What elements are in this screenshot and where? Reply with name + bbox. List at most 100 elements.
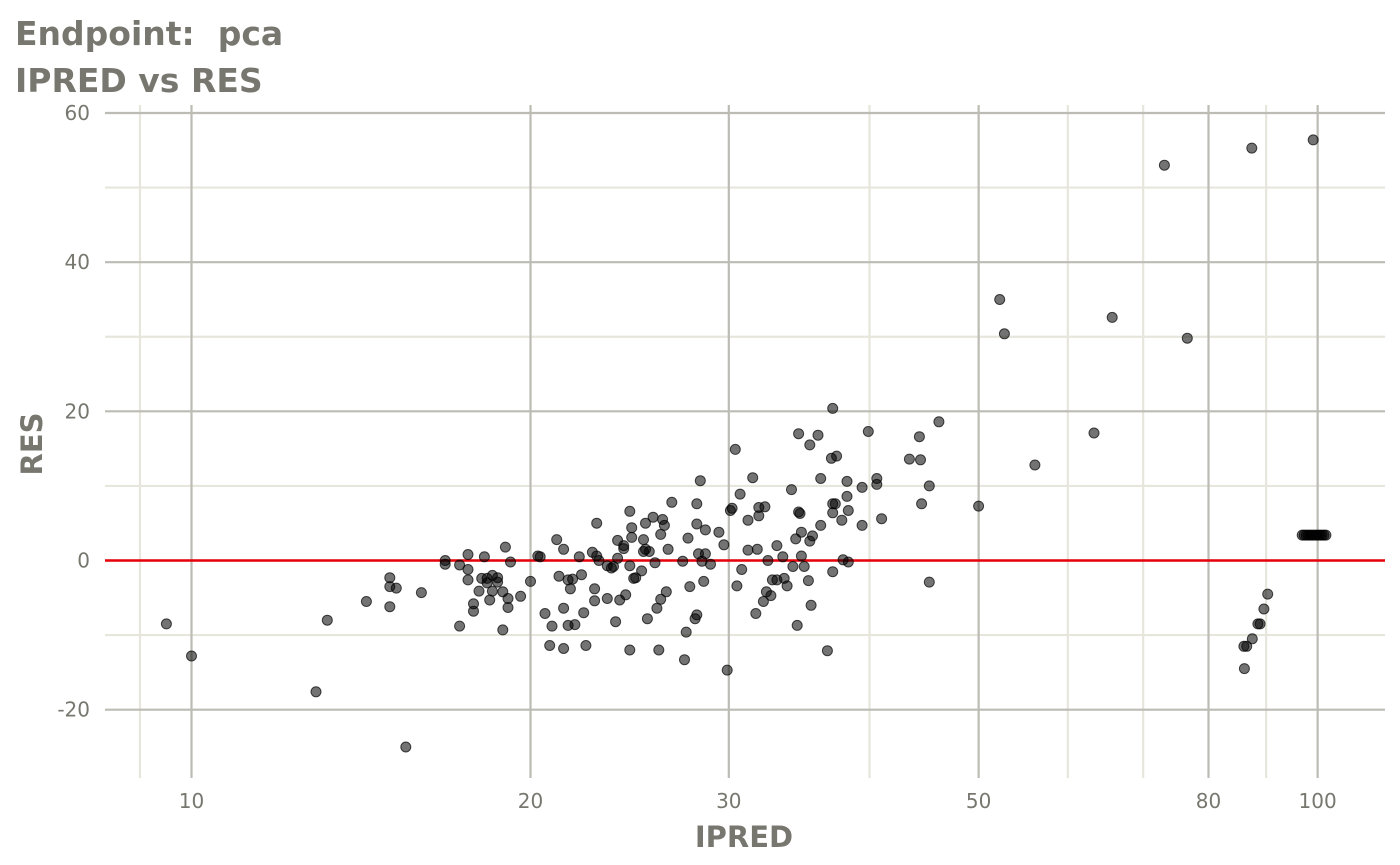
- data-point: [1258, 603, 1270, 615]
- y-tick-label: 20: [65, 399, 90, 423]
- data-point: [649, 557, 661, 569]
- data-point: [643, 546, 655, 557]
- data-point: [578, 607, 590, 619]
- data-point: [473, 585, 485, 597]
- data-point: [655, 593, 667, 605]
- data-point: [759, 501, 771, 513]
- data-point: [757, 596, 769, 607]
- data-point: [558, 602, 570, 614]
- data-point: [915, 454, 926, 466]
- data-point: [750, 608, 762, 619]
- data-point: [765, 590, 777, 602]
- data-point: [805, 599, 817, 611]
- data-point: [913, 431, 925, 443]
- y-tick-label: 0: [77, 549, 90, 573]
- data-point: [454, 559, 466, 571]
- data-point: [415, 587, 427, 599]
- data-point: [624, 560, 636, 572]
- data-point: [502, 602, 514, 613]
- data-point: [310, 686, 322, 698]
- data-point: [836, 514, 848, 526]
- data-point: [558, 643, 570, 654]
- x-tick-label: 20: [518, 789, 543, 813]
- data-point: [591, 517, 603, 529]
- data-point: [478, 551, 490, 563]
- data-point: [1029, 459, 1041, 471]
- data-point: [802, 575, 814, 587]
- x-tick-label: 80: [1196, 789, 1221, 813]
- data-point: [698, 575, 710, 587]
- data-point: [841, 490, 853, 502]
- data-point: [400, 741, 412, 753]
- x-tick-label: 100: [1299, 789, 1337, 813]
- data-point: [734, 488, 746, 500]
- data-point: [933, 416, 945, 428]
- data-point: [515, 590, 527, 602]
- data-point: [618, 540, 630, 552]
- data-point: [360, 596, 372, 607]
- data-point: [576, 569, 587, 581]
- data-point: [699, 548, 711, 560]
- data-point: [787, 561, 799, 572]
- data-point: [713, 526, 725, 538]
- data-point: [321, 614, 333, 626]
- data-point: [1158, 159, 1170, 171]
- data-point: [593, 555, 605, 566]
- data-point: [795, 550, 807, 562]
- y-tick-labels: 60 40 20 0 -20: [57, 101, 90, 722]
- y-tick-label: 60: [65, 101, 90, 125]
- data-point: [384, 601, 396, 613]
- data-point: [612, 552, 624, 564]
- data-point: [699, 524, 711, 536]
- data-point: [747, 472, 759, 484]
- data-point: [691, 498, 703, 510]
- data-point: [691, 609, 703, 621]
- data-point: [793, 428, 805, 440]
- x-tick-label: 10: [179, 789, 204, 813]
- data-point: [682, 532, 694, 544]
- data-point: [718, 539, 730, 551]
- data-point: [624, 644, 636, 656]
- data-point: [721, 664, 733, 676]
- data-point: [841, 475, 853, 487]
- data-point: [1181, 332, 1193, 344]
- data-point: [791, 619, 803, 631]
- data-point: [862, 426, 874, 437]
- data-point: [856, 519, 868, 531]
- data-point: [662, 543, 674, 555]
- data-point: [544, 640, 556, 651]
- data-point: [641, 613, 653, 625]
- data-point: [923, 480, 935, 492]
- data-points: [160, 134, 1332, 753]
- data-point: [558, 543, 570, 555]
- data-point: [916, 498, 928, 510]
- data-point: [726, 502, 738, 514]
- data-point: [742, 544, 754, 556]
- data-point: [567, 573, 579, 585]
- data-point: [481, 577, 493, 589]
- data-point: [842, 556, 854, 568]
- data-point: [777, 551, 789, 563]
- data-point: [736, 564, 748, 575]
- data-point: [1307, 134, 1319, 146]
- data-point: [680, 626, 692, 638]
- data-point: [486, 585, 498, 597]
- data-point: [601, 593, 613, 604]
- data-point: [923, 576, 935, 588]
- data-point: [856, 481, 868, 493]
- data-point: [620, 589, 632, 601]
- data-point: [640, 517, 651, 529]
- data-point: [994, 294, 1006, 305]
- data-point: [569, 619, 581, 631]
- data-point: [1088, 427, 1100, 439]
- data-point: [492, 576, 504, 588]
- data-point: [1238, 663, 1250, 675]
- data-point: [658, 519, 670, 531]
- data-point: [626, 522, 638, 534]
- data-point: [794, 508, 806, 519]
- data-point: [636, 565, 648, 577]
- data-point: [762, 555, 774, 566]
- data-point: [553, 570, 565, 582]
- data-point: [462, 549, 474, 560]
- data-point: [626, 531, 638, 543]
